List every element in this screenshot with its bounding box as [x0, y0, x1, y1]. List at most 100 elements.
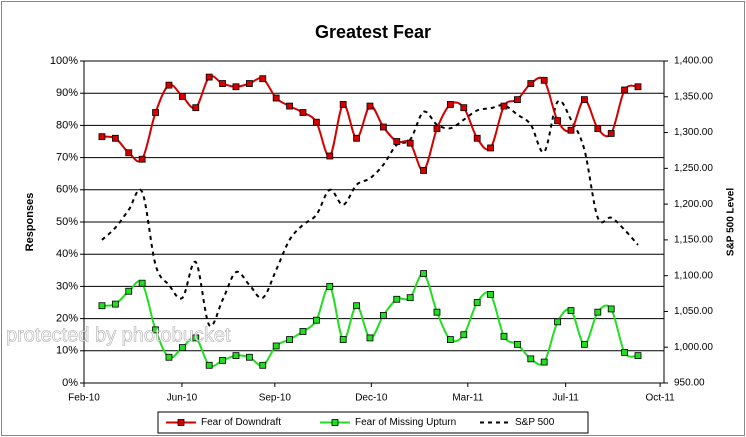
y-tick-label: 0% [62, 377, 78, 389]
point-marker [98, 302, 106, 310]
point-marker [500, 102, 508, 110]
point-marker [245, 353, 253, 361]
point-marker [286, 336, 293, 343]
point-marker [312, 316, 320, 324]
point-marker [245, 80, 253, 87]
legend-box [157, 411, 589, 434]
point-marker [111, 300, 119, 308]
point-marker [594, 308, 602, 316]
point-marker [178, 93, 186, 100]
point-marker [621, 86, 629, 94]
y-tick-label: 70% [56, 152, 78, 164]
point-marker [634, 352, 642, 360]
point-marker [138, 279, 146, 287]
point-marker [607, 130, 615, 137]
point-marker [406, 139, 414, 147]
x-tick-label: Feb-10 [68, 393, 100, 404]
y2-tick-label: 1,200.00 [674, 199, 713, 210]
y-axis-label: Responses [24, 193, 36, 252]
point-marker [487, 291, 494, 298]
point-marker [393, 295, 401, 303]
watermark: protected by photobucket [6, 324, 231, 346]
y-tick-label: 90% [56, 87, 78, 99]
point-marker [192, 104, 200, 112]
point-marker [460, 331, 468, 339]
y-tick-label: 20% [56, 313, 78, 325]
point-marker [433, 308, 441, 316]
point-marker [433, 125, 441, 133]
point-marker [219, 357, 226, 364]
y2-tick-label: 1,350.00 [674, 91, 713, 102]
y-tick-label: 100% [50, 55, 78, 67]
x-tick-label: Dec-10 [355, 393, 388, 404]
point-marker [366, 334, 374, 342]
point-marker [500, 332, 508, 340]
point-marker [326, 282, 334, 290]
point-marker [312, 118, 320, 126]
point-marker [125, 287, 133, 295]
point-marker [594, 125, 602, 133]
point-marker [420, 270, 427, 277]
point-marker [379, 311, 387, 319]
point-marker [379, 123, 387, 131]
point-marker [232, 352, 240, 360]
point-marker [554, 117, 561, 124]
point-marker [299, 109, 307, 116]
point-marker [353, 302, 360, 310]
point-marker [567, 307, 575, 314]
y-tick-label: 60% [56, 184, 78, 196]
point-marker [259, 75, 267, 83]
point-marker [406, 294, 414, 302]
y2-tick-label: 1,100.00 [674, 270, 713, 281]
point-marker [634, 83, 642, 91]
point-marker [540, 76, 548, 84]
y2-tick-label: 1,300.00 [674, 127, 713, 138]
point-marker [567, 126, 575, 134]
point-marker [527, 80, 535, 87]
y2-tick-label: 1,150.00 [674, 235, 713, 246]
point-marker [554, 318, 561, 326]
point-marker [138, 155, 146, 163]
point-marker [487, 144, 494, 152]
point-marker [513, 96, 521, 104]
y2-tick-label: 1,400.00 [674, 56, 713, 67]
y2-tick-label: 1,000.00 [674, 342, 713, 353]
point-marker [621, 349, 629, 356]
point-marker [580, 340, 588, 348]
x-tick-label: Jul-11 [552, 393, 579, 404]
point-marker [460, 104, 468, 112]
point-marker [111, 134, 119, 142]
point-marker [205, 361, 213, 369]
y-tick-label: 80% [56, 119, 78, 131]
point-marker [339, 336, 347, 343]
legend-label: Fear of Missing Upturn [355, 417, 456, 428]
point-marker [366, 102, 374, 110]
point-marker [420, 167, 427, 174]
legend-marker [331, 419, 339, 426]
point-marker [299, 328, 307, 335]
point-marker [125, 149, 133, 157]
x-tick-label: Oct-11 [645, 393, 675, 404]
point-marker [98, 133, 106, 141]
y-tick-label: 10% [56, 345, 78, 357]
point-marker [205, 73, 213, 81]
x-tick-label: Sep-10 [259, 393, 292, 404]
legend-label: S&P 500 [515, 417, 555, 428]
point-marker [527, 355, 535, 363]
point-marker [446, 336, 454, 343]
point-marker [259, 361, 267, 369]
point-marker [326, 152, 334, 160]
point-marker [232, 83, 240, 91]
y2-tick-label: 1,050.00 [674, 306, 713, 317]
point-marker [178, 344, 186, 351]
chart-title: Greatest Fear [315, 22, 431, 42]
point-marker [339, 101, 347, 108]
point-marker [286, 102, 293, 110]
point-marker [152, 109, 159, 116]
point-marker [272, 342, 280, 350]
point-marker [513, 340, 521, 348]
point-marker [580, 96, 588, 104]
point-marker [473, 134, 481, 142]
y-tick-label: 30% [56, 280, 78, 292]
